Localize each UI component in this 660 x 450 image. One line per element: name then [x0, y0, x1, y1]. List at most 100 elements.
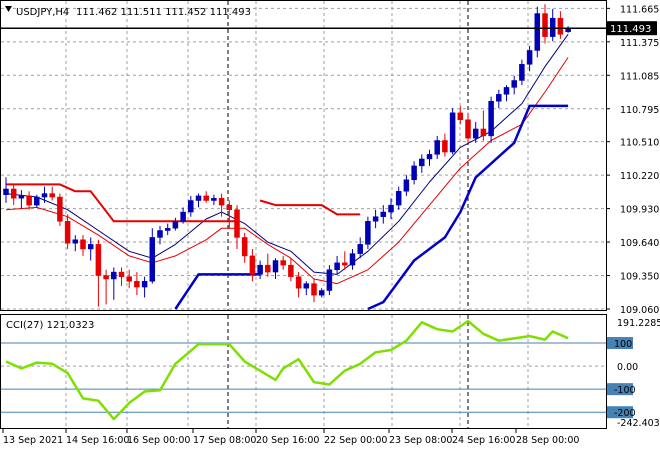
cci-panel[interactable] [0, 314, 607, 429]
bear-candle [10, 188, 17, 199]
bull-candle [172, 221, 179, 229]
bull-candle [111, 271, 117, 280]
bear-candle [218, 197, 225, 206]
bull-candle [419, 158, 425, 167]
bull-candle [357, 244, 363, 254]
price-tick-label: 111.665 [620, 4, 659, 15]
lower-channel-line [174, 273, 261, 310]
cci-tick-label: -100 [614, 385, 636, 396]
bull-candle [434, 140, 440, 155]
bear-candle [64, 221, 71, 244]
current-price-label: 111.493 [610, 24, 651, 35]
bull-candle [503, 87, 510, 95]
cci-label: CCI(27) 121.0323 [6, 320, 94, 331]
bull-candle [257, 264, 263, 275]
bull-candle [549, 17, 556, 37]
symbol-timeframe: USDJPY,H4 [16, 7, 69, 18]
price-tick-label: 110.220 [620, 171, 659, 182]
bull-candle [303, 283, 310, 289]
bull-candle [395, 191, 402, 206]
bull-candle [519, 64, 525, 81]
cci-line [5, 319, 569, 421]
bear-candle [295, 276, 302, 289]
bull-candle [149, 237, 156, 282]
price-tick-label: 109.060 [620, 305, 659, 316]
bear-candle [118, 271, 125, 277]
bear-candle [226, 204, 233, 210]
bull-candle [157, 230, 163, 238]
bear-candle [234, 209, 240, 238]
bear-candle [265, 264, 271, 273]
bull-candle [326, 269, 333, 291]
bear-candle [241, 237, 248, 257]
bull-candle [272, 260, 279, 273]
bull-candle [511, 80, 517, 88]
current-price-badge [607, 21, 657, 36]
bear-candle [557, 17, 564, 35]
bear-candle [542, 13, 548, 37]
bull-candle [41, 193, 48, 198]
cci-tick-label: 191.2285 [617, 318, 660, 329]
cci-level-badge [607, 337, 633, 350]
time-tick-label: 14 Sep 16:00 [66, 435, 129, 446]
bear-candle [57, 196, 63, 222]
time-tick-label: 23 Sep 08:00 [389, 435, 452, 446]
bull-candle [380, 211, 387, 217]
bull-candle [388, 204, 394, 213]
bull-candle [3, 188, 9, 195]
bear-candle [49, 193, 55, 198]
bear-candle [342, 262, 348, 266]
price-tick-label: 110.795 [620, 105, 659, 116]
price-panel[interactable] [0, 0, 607, 311]
bear-candle [203, 195, 209, 201]
triangle-down-icon[interactable] [5, 6, 12, 12]
bull-candle [534, 13, 541, 51]
bull-candle [472, 128, 479, 139]
price-axis: 111.493 111.665 111.375 111.085 110.795 110.5… [1, 4, 659, 316]
bear-candle [80, 239, 86, 250]
cci-level-badge [607, 383, 633, 396]
cci-tick-label: 0.00 [617, 362, 638, 373]
time-tick-label: 20 Sep 16:00 [256, 435, 319, 446]
time-tick-label: 13 Sep 2021 [3, 435, 63, 446]
bull-candle [411, 165, 417, 180]
price-tick-label: 109.930 [620, 205, 659, 216]
time-tick-label: 16 Sep 00:00 [127, 435, 190, 446]
bear-candle [249, 255, 256, 275]
bear-candle [465, 119, 471, 139]
bull-candle [18, 195, 25, 199]
time-tick-label: 24 Sep 16:00 [452, 435, 515, 446]
bull-candle [349, 253, 356, 266]
price-tick-label: 109.640 [620, 238, 659, 249]
bull-candle [195, 195, 202, 201]
bear-candle [26, 195, 32, 206]
bear-candle [280, 260, 286, 266]
bear-candle [288, 264, 294, 277]
bull-candle [141, 281, 148, 288]
cci-layer [5, 319, 569, 421]
bear-candle [134, 281, 140, 288]
bull-candle [372, 216, 379, 222]
upper-channel-line [259, 199, 361, 216]
bear-candle [95, 244, 102, 276]
upper-channel-line [6, 183, 237, 223]
bear-candle [457, 112, 464, 120]
time-tick-label: 17 Sep 08:00 [193, 435, 256, 446]
bull-candle [34, 196, 40, 206]
time-tick-label: 28 Sep 00:00 [516, 435, 579, 446]
lower-channel-line [367, 104, 569, 311]
cci-tick-label: -200 [614, 408, 636, 419]
bull-candle [318, 290, 325, 296]
bull-candle [365, 221, 371, 245]
bull-candle [526, 50, 533, 65]
cci-level-badge [607, 406, 633, 419]
bull-candle [334, 262, 340, 271]
price-tick-label: 110.510 [620, 138, 659, 149]
bear-candle [442, 140, 448, 153]
bear-candle [480, 128, 487, 137]
bull-candle [72, 239, 79, 244]
bear-candle [311, 283, 317, 296]
bull-candle [188, 200, 194, 213]
